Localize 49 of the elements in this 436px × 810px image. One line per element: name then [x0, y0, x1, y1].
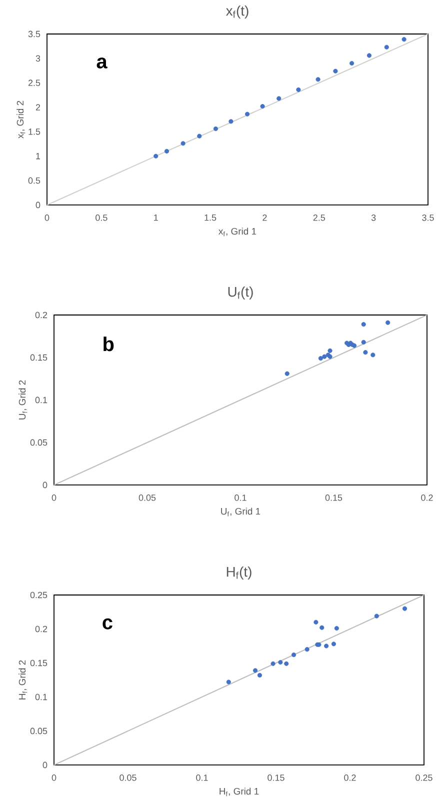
- x-tick-label: 0: [52, 494, 56, 501]
- x-tick-label: 0.05: [138, 494, 156, 501]
- y-tick-label: 0: [42, 482, 48, 488]
- annotation: b: [104, 336, 114, 352]
- y-tick-label: 0.05: [30, 439, 48, 446]
- y-axis-title: H$_{f}$, Grid 2: [18, 660, 28, 700]
- chart-title: H$_{f}$(t): [226, 566, 252, 580]
- x-axis-title: U$_{f}$, Grid 1: [221, 508, 260, 516]
- x-tick-label: 2.5: [313, 214, 325, 221]
- x-axis-title: x$_{f}$, Grid 1: [218, 228, 256, 236]
- chart-title: U$_{f}$(t): [228, 286, 253, 300]
- y-tick-label: 0.15: [30, 660, 48, 666]
- x-tick-label: 1.5: [204, 214, 216, 221]
- y-tick-label: 3: [36, 55, 40, 62]
- x-tick-label: 0.25: [416, 774, 432, 781]
- y-tick-label: 0.25: [30, 592, 48, 598]
- y-tick-label: 2: [36, 104, 40, 110]
- y-tick-label: 0.1: [35, 694, 48, 700]
- y-tick-label: 0.1: [35, 396, 48, 404]
- y-tick-label: 3.5: [28, 30, 40, 38]
- y-tick-label: 0.05: [30, 728, 48, 734]
- y-tick-label: 2.5: [28, 80, 40, 86]
- y-tick-label: 0.2: [35, 312, 48, 318]
- y-axis-title: U$_{f}$, Grid 2: [18, 380, 28, 420]
- x-tick-label: 0.05: [120, 774, 136, 781]
- x-tick-label: 0.5: [96, 214, 108, 221]
- y-tick-label: 0.15: [30, 354, 48, 361]
- annotation: a: [96, 58, 108, 69]
- x-tick-label: 1: [154, 214, 158, 221]
- y-tick-label: 0: [36, 202, 40, 208]
- y-tick-label: 0.5: [28, 177, 40, 184]
- y-tick-label: 0.2: [35, 626, 48, 632]
- x-tick-label: 3.5: [422, 214, 434, 221]
- annotation: c: [102, 618, 112, 630]
- x-tick-label: 0.2: [421, 494, 433, 501]
- x-tick-label: 0.2: [344, 774, 356, 781]
- chart-title: x$_{f}$(t): [226, 5, 248, 18]
- y-axis-title: x$_{f}$, Grid 2: [16, 100, 26, 138]
- x-tick-label: 0: [52, 774, 56, 781]
- x-tick-label: 0.15: [325, 494, 342, 501]
- y-tick-label: 1: [36, 153, 40, 160]
- x-axis-title: H$_{f}$, Grid 1: [220, 788, 259, 796]
- x-tick-label: 2: [262, 214, 267, 221]
- y-tick-label: 1.5: [28, 128, 40, 135]
- y-tick-label: 0: [42, 762, 48, 768]
- x-tick-label: 0.15: [268, 774, 284, 781]
- x-tick-label: 3: [371, 214, 376, 221]
- x-tick-label: 0.1: [234, 494, 246, 501]
- x-tick-label: 0.1: [196, 774, 208, 781]
